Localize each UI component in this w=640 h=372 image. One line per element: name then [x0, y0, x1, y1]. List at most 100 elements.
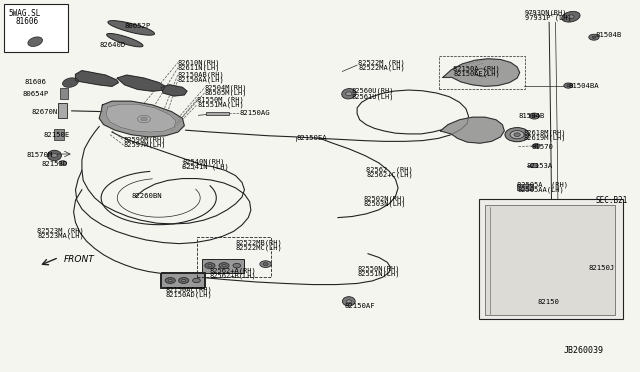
- Circle shape: [168, 279, 172, 282]
- Text: 82561U(LH): 82561U(LH): [352, 93, 394, 100]
- Text: 82562+C(LH): 82562+C(LH): [366, 172, 413, 179]
- Bar: [530, 246, 565, 254]
- Text: FRONT: FRONT: [64, 255, 95, 264]
- Text: 81551MA(LH): 81551MA(LH): [197, 101, 244, 108]
- Circle shape: [141, 117, 147, 121]
- Bar: [161, 272, 205, 287]
- Text: 82562+A(RH): 82562+A(RH): [210, 267, 257, 274]
- Text: 80652P: 80652P: [125, 23, 151, 29]
- Circle shape: [260, 261, 271, 267]
- Text: 82540N(RH): 82540N(RH): [182, 158, 225, 165]
- Polygon shape: [117, 75, 165, 91]
- Text: 82150A (RH): 82150A (RH): [453, 65, 500, 72]
- Circle shape: [222, 264, 226, 267]
- Text: 82560U(RH): 82560U(RH): [352, 88, 394, 94]
- Circle shape: [233, 263, 241, 268]
- Text: 82150: 82150: [538, 299, 559, 305]
- Ellipse shape: [63, 78, 78, 87]
- Text: 82502N(RH): 82502N(RH): [364, 195, 406, 202]
- Circle shape: [475, 69, 488, 76]
- Circle shape: [531, 163, 538, 168]
- Bar: [202, 259, 244, 273]
- Text: 81550M (RH): 81550M (RH): [197, 96, 244, 103]
- Bar: [197, 237, 271, 277]
- Text: 86505M(LH): 86505M(LH): [205, 89, 247, 96]
- Text: 82596M(RH): 82596M(RH): [124, 137, 166, 143]
- Polygon shape: [108, 20, 154, 35]
- Text: 5WAG.SL: 5WAG.SL: [8, 9, 41, 18]
- Bar: [54, 129, 64, 140]
- Circle shape: [514, 133, 520, 137]
- Text: 82522MA(LH): 82522MA(LH): [358, 64, 405, 71]
- Text: 81606: 81606: [24, 79, 46, 85]
- Circle shape: [532, 144, 540, 148]
- Text: SEC.B21: SEC.B21: [595, 196, 628, 205]
- Bar: [528, 278, 550, 284]
- Text: 82505A  (RH): 82505A (RH): [517, 181, 568, 188]
- Text: 82150J: 82150J: [589, 265, 615, 271]
- Bar: [520, 235, 549, 243]
- Text: 82503N(LH): 82503N(LH): [364, 201, 406, 207]
- Circle shape: [592, 36, 596, 38]
- Circle shape: [179, 278, 189, 283]
- Text: 82150AF: 82150AF: [344, 303, 375, 309]
- Circle shape: [346, 92, 352, 96]
- Circle shape: [346, 300, 351, 303]
- Polygon shape: [99, 101, 184, 137]
- Text: 82541N (LH): 82541N (LH): [182, 163, 229, 170]
- Polygon shape: [161, 85, 187, 96]
- Text: 82260BN: 82260BN: [131, 193, 162, 199]
- Bar: [60, 88, 68, 99]
- Polygon shape: [443, 59, 520, 86]
- Text: 82150AB(RH): 82150AB(RH): [178, 71, 225, 78]
- Text: 82670N: 82670N: [32, 109, 58, 115]
- Text: 82150AD(LH): 82150AD(LH): [165, 291, 212, 298]
- Bar: [4, 4, 68, 52]
- Text: 82610N(RH): 82610N(RH): [178, 59, 220, 66]
- Text: 82505AA(LH): 82505AA(LH): [517, 186, 564, 193]
- Text: 81504B: 81504B: [518, 113, 545, 119]
- Circle shape: [59, 161, 67, 165]
- Bar: [517, 184, 532, 190]
- Bar: [522, 257, 553, 264]
- Text: 82523MA(LH): 82523MA(LH): [37, 232, 84, 239]
- Bar: [58, 103, 67, 118]
- Circle shape: [51, 154, 58, 157]
- Text: 81570M: 81570M: [27, 152, 53, 158]
- Circle shape: [193, 278, 200, 283]
- Circle shape: [505, 128, 529, 142]
- Text: 9793DN(RH): 9793DN(RH): [525, 10, 567, 16]
- Circle shape: [529, 113, 540, 119]
- Bar: [485, 205, 615, 315]
- Text: 82150AA(LH): 82150AA(LH): [178, 76, 225, 83]
- Text: 82640D: 82640D: [99, 42, 125, 48]
- Circle shape: [532, 115, 536, 117]
- Bar: [160, 273, 204, 288]
- Text: 82150AE(LH): 82150AE(LH): [453, 70, 500, 77]
- Circle shape: [564, 83, 573, 88]
- Polygon shape: [76, 71, 118, 86]
- Text: JB260039: JB260039: [563, 346, 604, 355]
- Bar: [521, 223, 561, 232]
- Text: 81606: 81606: [16, 17, 39, 26]
- Bar: [206, 112, 229, 115]
- Circle shape: [263, 263, 268, 266]
- Text: 82618M(RH): 82618M(RH): [524, 129, 566, 136]
- Text: 81570: 81570: [531, 144, 553, 150]
- Text: 82522M (RH): 82522M (RH): [358, 59, 405, 66]
- Text: 82150AC(RH): 82150AC(RH): [165, 286, 212, 293]
- Circle shape: [138, 115, 150, 123]
- Circle shape: [208, 264, 212, 267]
- Text: 81504B: 81504B: [595, 32, 621, 38]
- Text: 80654P: 80654P: [22, 91, 49, 97]
- Text: 82523M (RH): 82523M (RH): [37, 227, 84, 234]
- Text: 82504M(RH): 82504M(RH): [205, 84, 247, 91]
- Text: 82522MB(RH): 82522MB(RH): [236, 239, 282, 246]
- Circle shape: [510, 131, 524, 139]
- Ellipse shape: [342, 297, 355, 306]
- Polygon shape: [107, 33, 143, 47]
- Text: 82150E: 82150E: [44, 132, 70, 138]
- Circle shape: [567, 85, 570, 87]
- Ellipse shape: [47, 150, 61, 161]
- Text: 82153A: 82153A: [527, 163, 553, 169]
